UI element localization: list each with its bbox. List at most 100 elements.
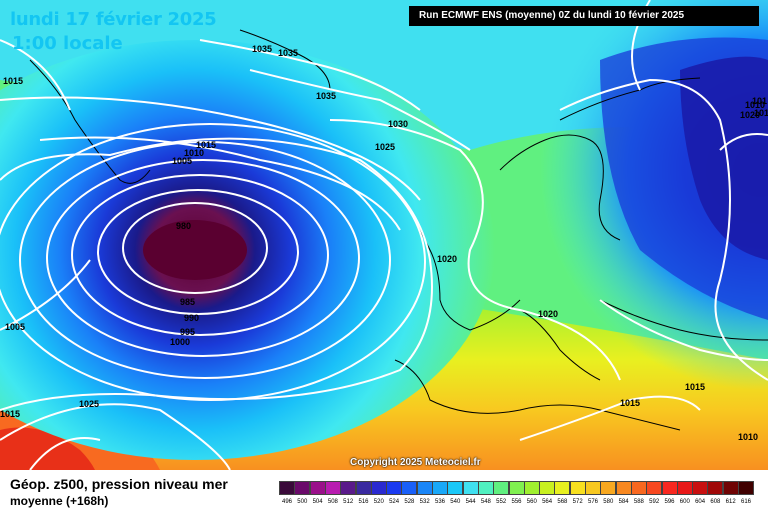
scale-label: 616	[740, 499, 751, 505]
scale-swatch	[585, 481, 601, 495]
eastern-core	[680, 56, 768, 261]
isobars	[0, 0, 768, 470]
isobar-label: 101	[752, 96, 767, 106]
scale-label: 536	[434, 499, 445, 505]
scale-swatch	[477, 481, 494, 495]
isobar-label: 1030	[388, 119, 408, 129]
scale-label: 592	[649, 499, 660, 505]
scale-label: 596	[664, 499, 675, 505]
scale-label: 524	[389, 499, 400, 505]
scale-swatch	[294, 481, 311, 495]
scale-swatch	[554, 481, 571, 495]
isobar-label: 1025	[79, 399, 99, 409]
scale-label: 604	[695, 499, 706, 505]
scale-label: 496	[281, 499, 292, 505]
scale-label: 572	[572, 499, 583, 505]
isobar-label: 1035	[252, 44, 272, 54]
isobar-label: 1010	[738, 432, 758, 442]
scale-swatch	[646, 481, 663, 495]
scale-swatch	[630, 481, 647, 495]
isobar-label: 1015	[3, 76, 23, 86]
scale-label: 608	[710, 499, 721, 505]
scale-label: 552	[496, 499, 507, 505]
isobar-label: 1005	[172, 156, 192, 166]
legend-subtitle: moyenne (+168h)	[10, 494, 109, 508]
legend-title: Géop. z500, pression niveau mer	[10, 476, 228, 492]
atlantic-low	[0, 40, 495, 460]
isobar-label: 1005	[5, 322, 25, 332]
scale-label: 584	[618, 499, 629, 505]
scale-label: 504	[312, 499, 323, 505]
scale-label: 500	[297, 499, 308, 505]
isobar-label: 1015	[620, 398, 640, 408]
scale-label: 528	[404, 499, 415, 505]
scale-label: 564	[542, 499, 553, 505]
scale-swatch	[355, 481, 372, 495]
scale-swatch	[738, 481, 754, 495]
pressure-geopotential-map: 1035 1035 1015 1035 1030 1025 1015 1010 1005 980 9…	[0, 0, 768, 470]
scale-swatch	[692, 481, 709, 495]
scale-swatch	[309, 481, 326, 495]
scale-label: 512	[343, 499, 354, 505]
scale-swatch	[324, 481, 341, 495]
scale-label: 556	[511, 499, 522, 505]
scale-swatch	[462, 481, 479, 495]
scale-label: 600	[679, 499, 690, 505]
scale-swatch	[401, 481, 418, 495]
isobar-label: 980	[176, 221, 191, 231]
forecast-date: lundi 17 février 2025	[10, 9, 217, 30]
low-core	[143, 220, 247, 280]
isobar-label: 1010	[745, 100, 765, 110]
scale-swatch	[615, 481, 632, 495]
scale-swatch	[523, 481, 540, 495]
scale-swatch	[569, 481, 586, 495]
scale-swatch	[432, 481, 448, 495]
scale-swatch	[493, 481, 510, 495]
isobar-label: 1025	[375, 142, 395, 152]
scale-swatch	[279, 481, 295, 495]
scale-label: 560	[526, 499, 537, 505]
scale-swatch	[386, 481, 403, 495]
isobar-label: 1015	[0, 409, 20, 419]
isobar-label: 101	[754, 108, 768, 118]
scale-swatch	[416, 481, 433, 495]
scale-swatch	[600, 481, 617, 495]
scale-swatch	[707, 481, 724, 495]
scale-label: 544	[465, 499, 476, 505]
isobar-label: 995	[180, 327, 195, 337]
scale-swatch	[539, 481, 556, 495]
scale-swatch	[508, 481, 525, 495]
scale-label: 508	[327, 499, 338, 505]
isobar-label: 1020	[437, 254, 457, 264]
isobar-label: 1000	[170, 337, 190, 347]
scale-label: 612	[725, 499, 736, 505]
isobar-label: 1035	[278, 48, 298, 58]
run-banner: Run ECMWF ENS (moyenne) 0Z du lundi 10 f…	[409, 6, 759, 26]
scale-swatch	[447, 481, 464, 495]
scale-swatch	[676, 481, 693, 495]
southwest-red-core	[0, 427, 95, 470]
scale-swatch	[340, 481, 357, 495]
scale-label: 576	[587, 499, 598, 505]
isobar-label: 1020	[538, 309, 558, 319]
isobar-labels: 1035 1035 1015 1035 1030 1025 1015 1010 1005 980 9…	[0, 44, 768, 442]
coastlines	[29, 29, 768, 431]
isobar-label: 1020	[740, 110, 760, 120]
scale-label: 520	[373, 499, 384, 505]
legend-footer: Géop. z500, pression niveau mer moyenne …	[0, 470, 768, 512]
isobar-label: 985	[180, 297, 195, 307]
isobar-label: 1015	[685, 382, 705, 392]
scale-label: 580	[603, 499, 614, 505]
scale-swatch	[370, 481, 387, 495]
scale-label: 548	[480, 499, 491, 505]
scale-label: 532	[419, 499, 430, 505]
isobar-label: 1035	[316, 91, 336, 101]
scale-label: 540	[450, 499, 461, 505]
isobar-label: 1015	[196, 140, 216, 150]
isobar-label: 990	[184, 313, 199, 323]
scale-label: 568	[557, 499, 568, 505]
copyright-text: Copyright 2025 Meteociel.fr	[350, 457, 481, 468]
scale-label: 588	[633, 499, 644, 505]
scale-swatch	[661, 481, 678, 495]
